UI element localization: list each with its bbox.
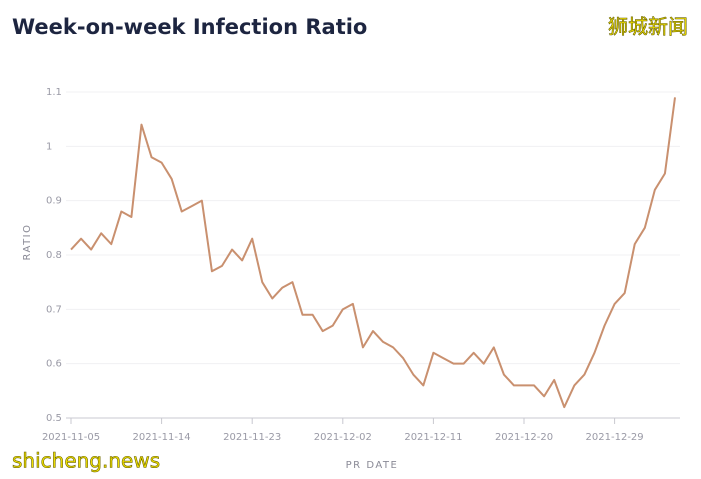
x-tick-label: 2021-11-14 xyxy=(133,432,191,443)
y-tick-label: 1.1 xyxy=(46,87,62,98)
x-axis-label: PR DATE xyxy=(346,460,399,471)
x-tick-label: 2021-12-11 xyxy=(404,432,462,443)
y-tick-label: 1 xyxy=(46,141,52,152)
x-tick-label: 2021-12-20 xyxy=(495,432,553,443)
x-tick-label: 2021-12-02 xyxy=(314,432,372,443)
y-tick-label: 0.6 xyxy=(46,359,62,370)
x-tick-label: 2021-11-23 xyxy=(223,432,281,443)
watermark: 狮城新闻 xyxy=(608,15,688,39)
y-tick-label: 0.9 xyxy=(46,196,62,207)
y-tick-label: 0.8 xyxy=(46,250,62,261)
y-tick-label: 0.5 xyxy=(46,413,62,424)
line xyxy=(70,97,676,409)
x-tick-label: 2021-11-05 xyxy=(42,432,100,443)
y-axis-label: RATIO xyxy=(22,223,33,260)
watermark: shicheng.news xyxy=(12,449,160,473)
x-tick-label: 2021-12-29 xyxy=(586,432,644,443)
chart-title: Week-on-week Infection Ratio xyxy=(12,15,367,39)
y-tick-label: 0.7 xyxy=(46,304,62,315)
